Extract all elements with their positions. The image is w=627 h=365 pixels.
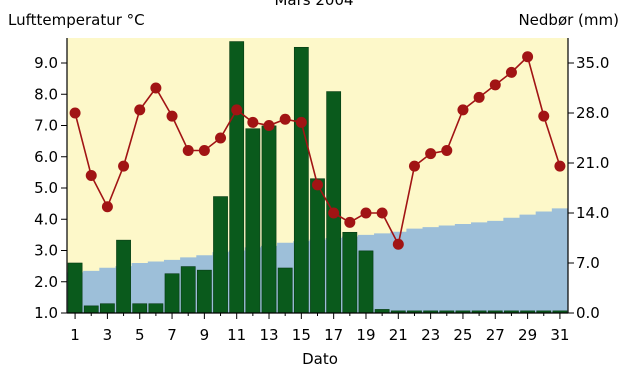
temperature-point-25: [457, 104, 469, 116]
temperature-point-20: [376, 207, 388, 219]
x-tick-label: 1: [70, 326, 80, 344]
bar-10: [213, 196, 228, 314]
x-tick-label: 15: [292, 326, 311, 344]
y-right-tick-label: 0.0: [576, 304, 600, 322]
temperature-point-7: [166, 110, 178, 122]
temperature-point-15: [295, 116, 307, 128]
x-tick-label: 27: [486, 326, 505, 344]
temperature-point-18: [344, 216, 356, 228]
y-left-tick-label: 9.0: [34, 54, 58, 72]
temperature-point-11: [231, 104, 243, 116]
temperature-point-5: [134, 104, 146, 116]
line-series: [69, 51, 566, 250]
temperature-point-29: [522, 51, 534, 63]
bar-12: [245, 128, 261, 314]
temperature-point-30: [538, 110, 550, 122]
temperature-point-16: [312, 179, 323, 191]
x-axis-label: Dato: [302, 350, 338, 365]
temperature-point-9: [198, 145, 210, 156]
bar-8: [180, 266, 196, 314]
x-tick-label: 23: [421, 326, 440, 344]
x-tick-label: 29: [518, 326, 537, 344]
y-right-tick-label: 7.0: [576, 254, 600, 272]
y-left-tick-label: 4.0: [34, 210, 58, 228]
x-tick-label: 7: [167, 326, 177, 344]
bar-14: [277, 267, 293, 314]
x-tick-label: 3: [103, 326, 113, 344]
temperature-point-1: [69, 107, 81, 119]
bar-17: [326, 91, 342, 314]
x-tick-label: 9: [200, 326, 210, 344]
temperature-point-2: [85, 170, 97, 181]
y-left-tick-label: 2.0: [34, 273, 58, 291]
temperature-point-17: [328, 207, 340, 219]
temperature-point-31: [554, 160, 566, 172]
bar-3: [100, 303, 115, 314]
bar-9: [196, 269, 212, 314]
temperature-point-10: [215, 132, 227, 144]
bar-7: [164, 273, 180, 314]
bar-6: [148, 303, 164, 314]
bar-5: [132, 303, 148, 314]
y-right-tick-label: 35.0: [576, 54, 609, 72]
x-tick-label: 31: [550, 326, 569, 344]
temperature-point-4: [118, 160, 130, 172]
tick-labels: 1.0 2.0 3.0 4.0 5.0 6.0 7.0 8.0 9.0 0.0 7.0 14.0 21.…: [34, 54, 609, 344]
bar-series: [67, 41, 568, 314]
y-left-tick-label: 6.0: [34, 148, 58, 166]
temperature-point-14: [279, 113, 291, 125]
x-tick-label: 19: [356, 326, 375, 344]
temperature-point-19: [360, 207, 372, 219]
bar-4: [116, 239, 131, 314]
temperature-point-6: [150, 82, 162, 94]
bar-11: [229, 41, 245, 314]
y-left-tick-label: 3.0: [34, 242, 58, 260]
temperature-point-8: [182, 145, 194, 156]
y-left-tick-label: 1.0: [34, 304, 58, 322]
y-axis-left-label: Lufttemperatur °C: [8, 11, 145, 29]
temperature-point-22: [408, 160, 420, 172]
chart-title: Mars 2004: [274, 0, 353, 9]
bar-19: [358, 250, 374, 314]
temperature-point-3: [101, 201, 113, 213]
bar-1: [67, 262, 83, 314]
x-tick-label: 17: [324, 326, 343, 344]
temperature-point-13: [263, 120, 275, 131]
temperature-point-28: [505, 66, 517, 78]
bar-18: [342, 231, 358, 314]
x-tick-label: 11: [227, 326, 246, 344]
x-tick-label: 21: [389, 326, 408, 344]
x-tick-label: 13: [259, 326, 278, 344]
temperature-point-21: [392, 238, 404, 250]
bar-2: [83, 305, 99, 314]
temperature-point-26: [473, 91, 485, 103]
temperature-point-23: [425, 148, 437, 160]
y-right-tick-label: 28.0: [576, 104, 609, 122]
y-right-tick-label: 21.0: [576, 154, 609, 172]
y-left-tick-label: 8.0: [34, 85, 58, 103]
y-right-tick-label: 14.0: [576, 204, 609, 222]
x-tick-label: 25: [453, 326, 472, 344]
x-tick-label: 5: [135, 326, 145, 344]
axes: [61, 38, 574, 319]
bar-16: [310, 178, 325, 314]
y-left-tick-label: 7.0: [34, 117, 58, 135]
y-axis-right-label: Nedbør (mm): [518, 11, 619, 29]
temperature-point-27: [489, 79, 501, 91]
bar-15: [293, 46, 309, 314]
bar-13: [261, 125, 277, 314]
y-left-tick-label: 5.0: [34, 179, 58, 197]
temperature-point-12: [247, 116, 259, 128]
temperature-point-24: [441, 145, 453, 156]
